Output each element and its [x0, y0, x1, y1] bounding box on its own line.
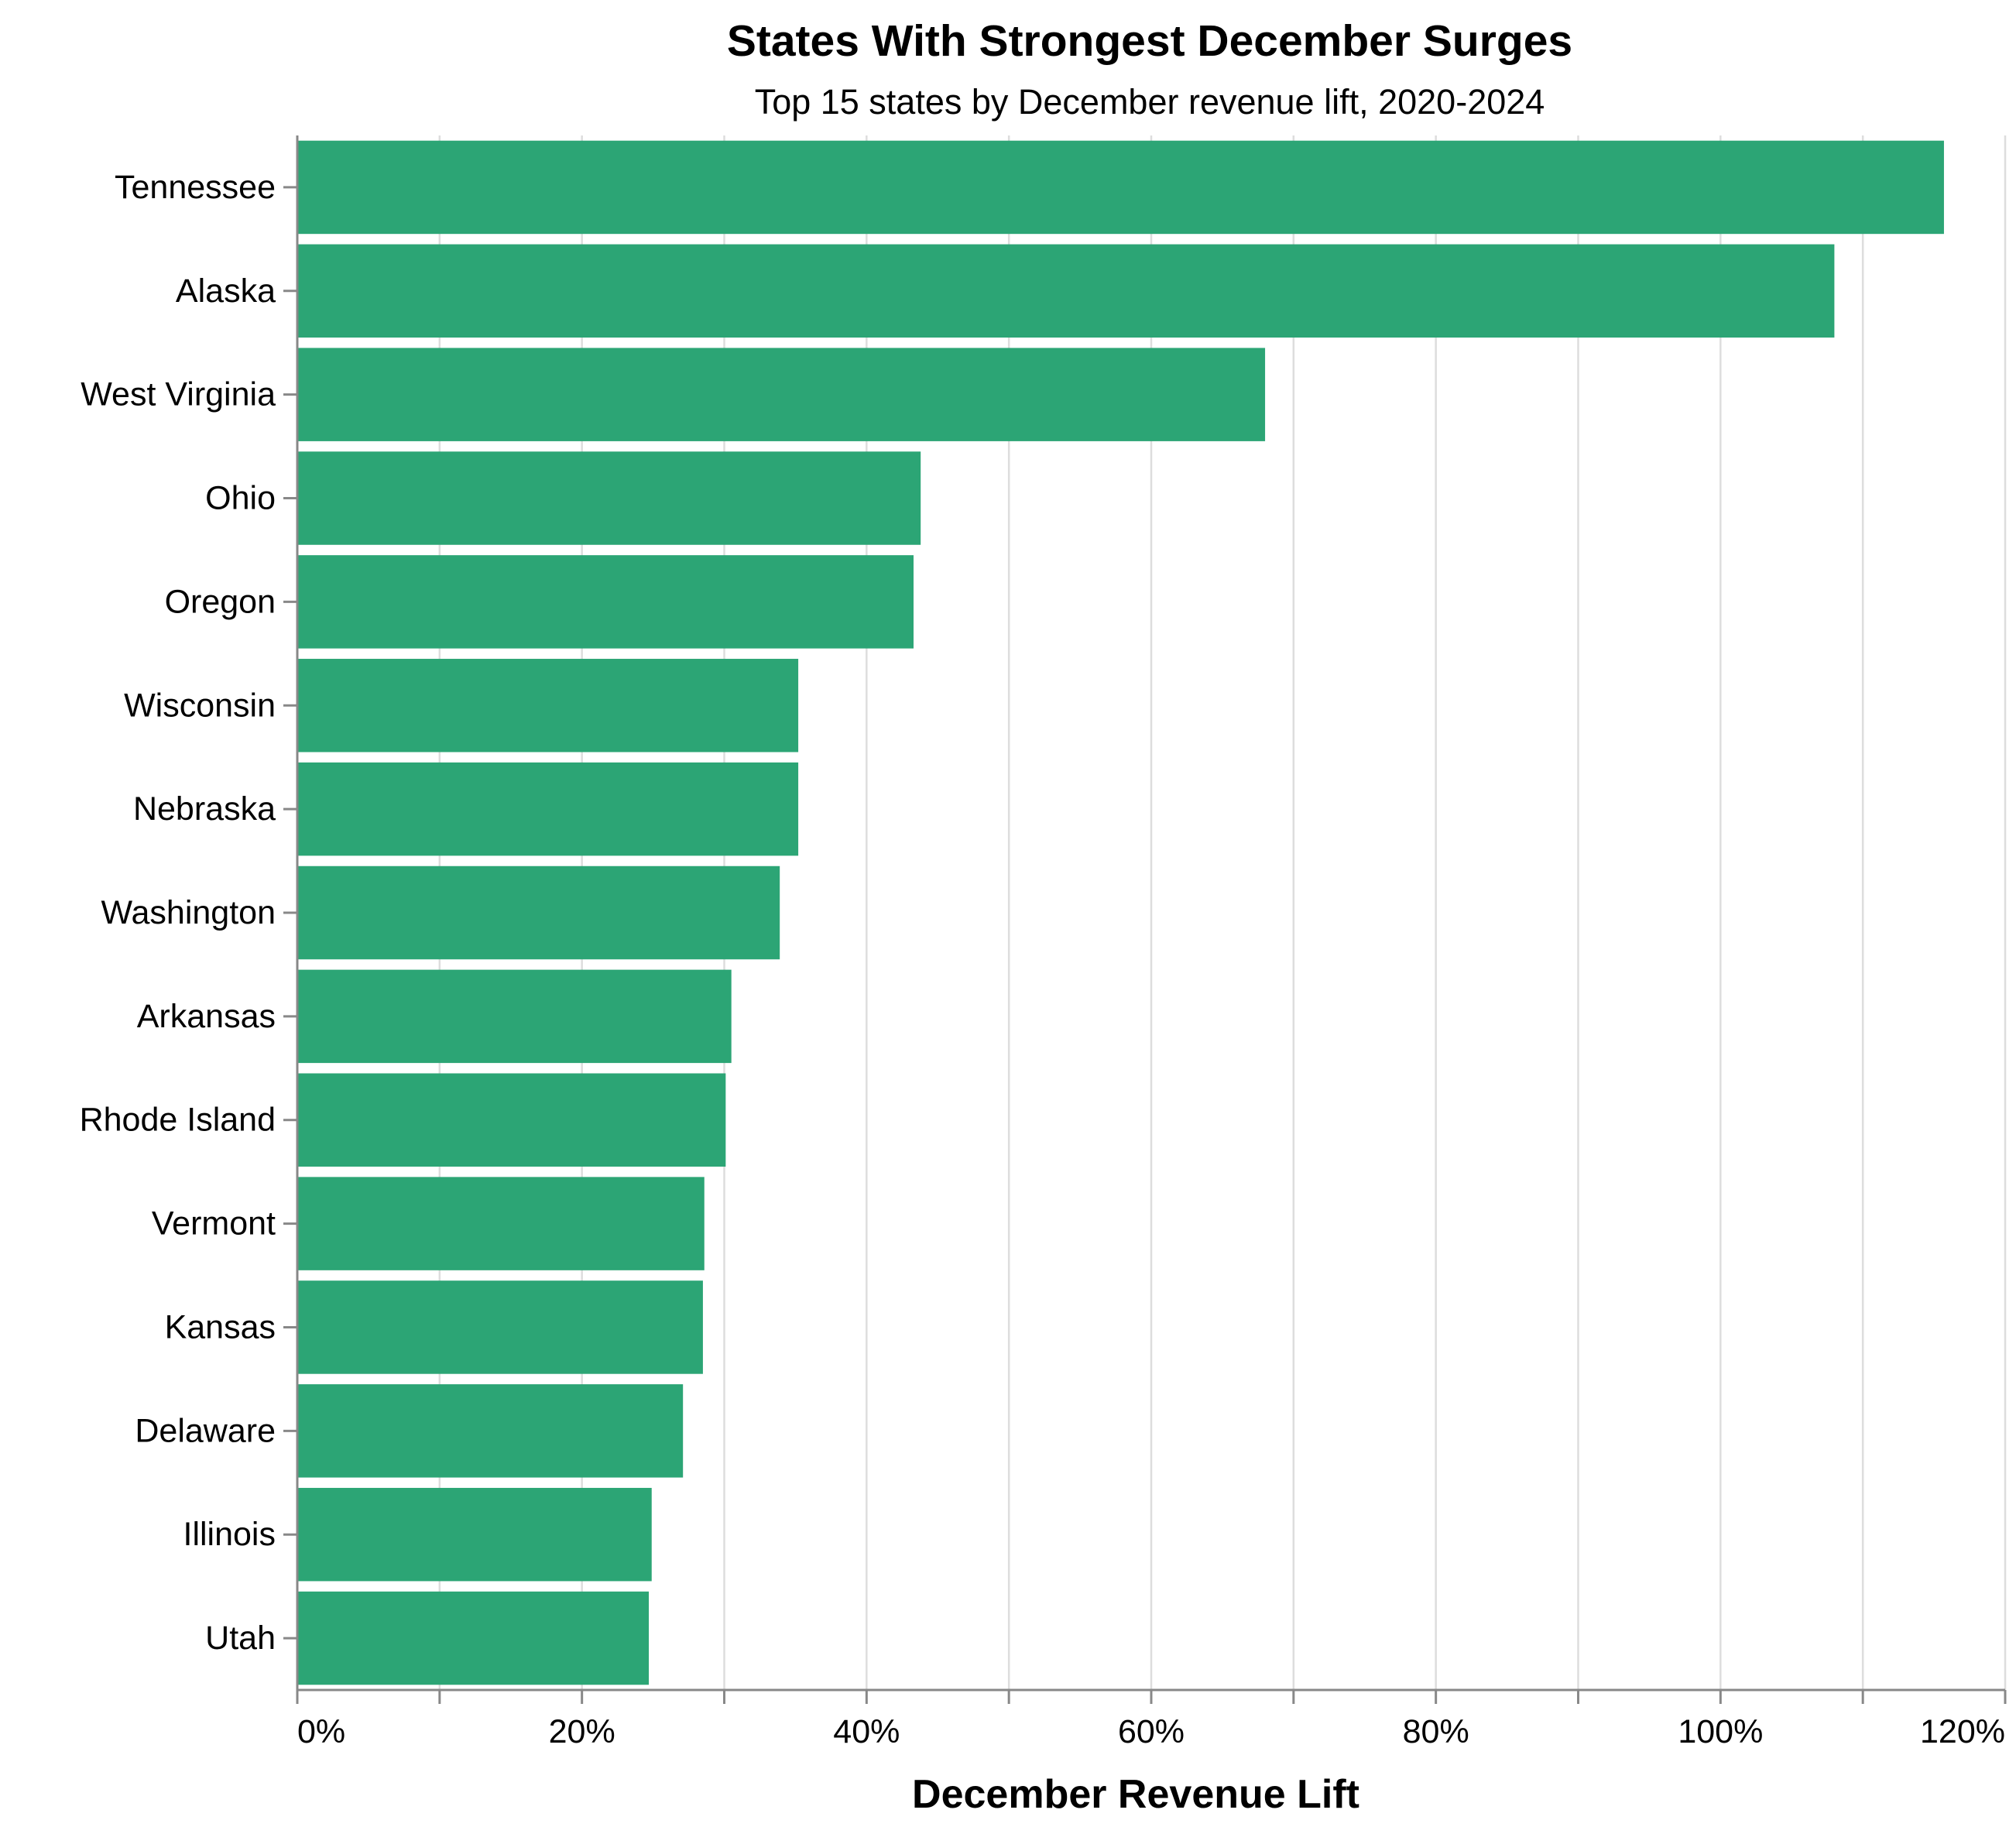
bar-washington — [297, 866, 780, 960]
bars — [297, 140, 1944, 1685]
chart-title: States With Strongest December Surges — [727, 16, 1572, 66]
y-tick-label: Alaska — [176, 273, 276, 310]
bar-illinois — [297, 1487, 652, 1582]
y-tick-label: Utah — [205, 1620, 276, 1657]
y-tick-label: Oregon — [165, 583, 276, 620]
bar-tennessee — [297, 140, 1944, 235]
x-tick-label: 40% — [833, 1713, 900, 1750]
bar-arkansas — [297, 969, 732, 1064]
bar-west-virginia — [297, 348, 1266, 441]
bar-wisconsin — [297, 659, 799, 752]
bar-ohio — [297, 451, 921, 545]
x-tick-label: 0% — [297, 1713, 345, 1750]
chart-subtitle: Top 15 states by December revenue lift, … — [755, 82, 1545, 122]
x-tick-label: 20% — [549, 1713, 615, 1750]
bar-delaware — [297, 1384, 684, 1478]
x-tick-label: 120% — [1920, 1713, 2005, 1750]
y-tick-label: Tennessee — [115, 169, 276, 206]
bar-nebraska — [297, 762, 799, 856]
y-tick-label: Rhode Island — [80, 1102, 276, 1139]
y-tick-label: Delaware — [135, 1412, 276, 1449]
y-tick-label: West Virginia — [81, 376, 276, 413]
bar-utah — [297, 1591, 650, 1685]
y-tick-label: Vermont — [152, 1205, 276, 1243]
x-tick-label: 100% — [1678, 1713, 1763, 1750]
y-tick-label: Nebraska — [133, 790, 276, 828]
axes: Tennessee Alaska West Virginia Ohio Oregon Wi… — [80, 135, 2007, 1750]
y-tick-label: Washington — [101, 894, 276, 931]
bar-rhode-island — [297, 1073, 726, 1167]
x-tick-label: 80% — [1403, 1713, 1469, 1750]
bar-oregon — [297, 555, 914, 649]
bar-vermont — [297, 1177, 705, 1270]
y-tick-label: Wisconsin — [124, 687, 276, 724]
bar-kansas — [297, 1280, 703, 1374]
x-axis-label: December Revenue Lift — [912, 1772, 1359, 1817]
bar-alaska — [297, 244, 1835, 338]
x-tick-label: 60% — [1118, 1713, 1185, 1750]
y-tick-label: Arkansas — [137, 998, 276, 1035]
y-tick-label: Illinois — [183, 1516, 276, 1553]
y-tick-label: Ohio — [205, 480, 276, 517]
y-tick-label: Kansas — [165, 1308, 276, 1345]
